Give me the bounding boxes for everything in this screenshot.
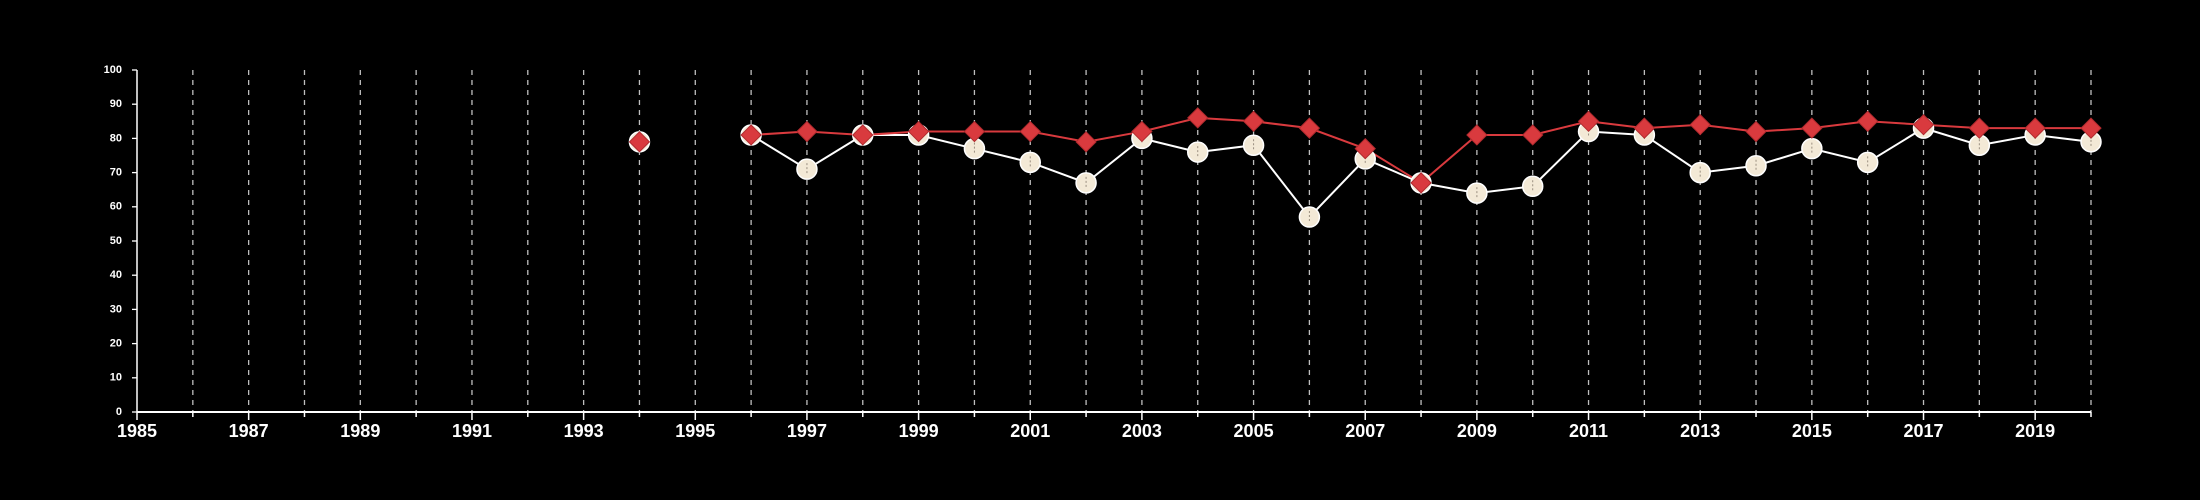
x-tick-label: 2005 — [1234, 421, 1274, 441]
diamond-point — [852, 124, 874, 146]
diamond-point — [1968, 117, 1991, 139]
x-tick-label: 2011 — [1569, 421, 1608, 441]
y-tick-label: 50 — [110, 235, 122, 247]
x-tick-label: 2001 — [1010, 421, 1050, 441]
x-tick-label: 2013 — [1680, 421, 1720, 441]
diamond-point — [1912, 114, 1935, 136]
diamond-point — [1745, 120, 1767, 143]
y-tick-label: 30 — [110, 303, 122, 315]
diamond-point — [1633, 117, 1656, 139]
x-tick-label: 2003 — [1122, 421, 1162, 441]
x-tick-label: 1987 — [229, 421, 269, 441]
diamond-point — [796, 120, 818, 143]
diamond-point — [628, 131, 651, 153]
diamond-point — [1187, 107, 1209, 129]
diamond-point — [1354, 137, 1376, 160]
grid-lines — [192, 70, 2092, 412]
x-tick-label: 1997 — [787, 421, 827, 441]
y-tick-label: 10 — [110, 372, 122, 384]
x-tick-label: 1989 — [340, 421, 380, 441]
x-tick-label: 1993 — [564, 421, 604, 441]
diamond-point — [1410, 172, 1432, 194]
x-tick-label: 1995 — [675, 421, 715, 441]
diamond-point — [1131, 120, 1153, 143]
diamond-point — [2024, 117, 2046, 139]
y-tick-label: 80 — [110, 132, 122, 144]
x-tick-label: 2007 — [1345, 421, 1385, 441]
series — [628, 107, 2102, 228]
diamond-point — [1856, 110, 1879, 133]
x-tick-label: 2019 — [2015, 421, 2055, 441]
y-tick-label: 40 — [110, 269, 122, 281]
x-tick-label: 2015 — [1792, 421, 1832, 441]
diamond-point — [1689, 114, 1711, 136]
diamond-point — [1466, 124, 1488, 146]
x-tick-label: 2009 — [1457, 421, 1497, 441]
diamond-point — [1298, 117, 1321, 139]
x-tick-label: 1991 — [452, 421, 492, 441]
y-tick-label: 0 — [116, 406, 122, 418]
diamond-point — [1577, 110, 1600, 133]
diamond-point — [740, 124, 762, 146]
y-tick-label: 60 — [110, 201, 122, 213]
diamond-point — [963, 120, 986, 143]
diamond-point — [2080, 117, 2102, 139]
y-tick-label: 90 — [110, 98, 122, 110]
diamond-point — [1522, 124, 1544, 146]
diamond-point — [1075, 131, 1097, 153]
y-tick-label: 70 — [110, 167, 122, 179]
diamond-point — [907, 120, 930, 143]
axes: 1985 1987 1989 1991 1993 1995 1997 1999 2001 2003… — [104, 64, 2092, 441]
x-tick-label: 1985 — [117, 421, 157, 441]
y-tick-label: 100 — [104, 64, 122, 76]
x-tick-label: 2017 — [1903, 421, 1943, 441]
diamond-point — [1801, 117, 1823, 139]
x-tick-label: 1999 — [899, 421, 939, 441]
diamond-point — [1242, 110, 1265, 133]
y-tick-label: 20 — [110, 338, 122, 350]
diamond-point — [1019, 120, 1041, 143]
